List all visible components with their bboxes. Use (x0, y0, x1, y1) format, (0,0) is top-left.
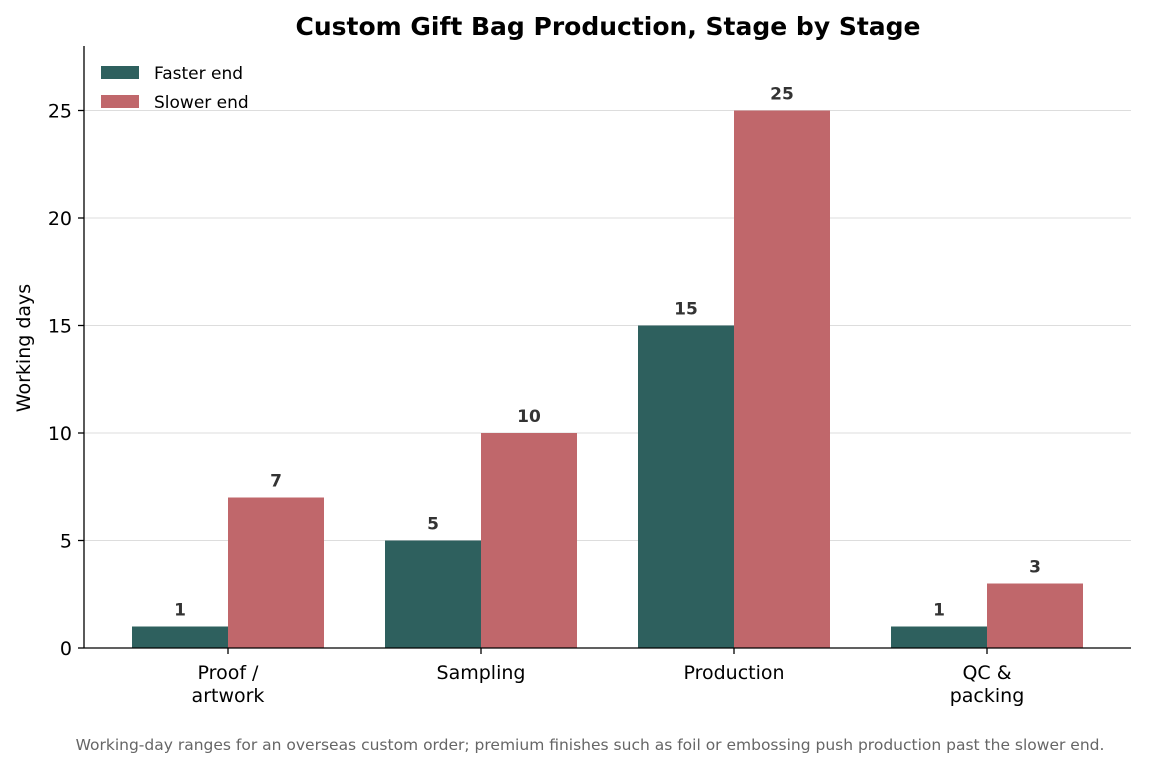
bar-slower-end (228, 497, 324, 648)
chart-caption: Working-day ranges for an overseas custo… (76, 736, 1105, 754)
y-axis-label: Working days (13, 284, 35, 412)
bars (132, 110, 1083, 648)
bar-value-label: 15 (674, 300, 698, 320)
x-tick-label: artwork (192, 685, 265, 707)
bar-value-label: 5 (427, 515, 439, 535)
x-tick-label: Proof / (198, 662, 259, 684)
x-tick-label: Sampling (437, 662, 526, 684)
y-tick-label: 5 (60, 531, 72, 553)
bar-value-label: 7 (270, 472, 282, 492)
legend: Faster end Slower end (101, 64, 249, 113)
bar-faster-end (891, 626, 987, 648)
x-tick-label: QC & (962, 662, 1011, 684)
value-labels: 1 7 5 10 15 25 1 3 (174, 85, 1041, 621)
legend-label: Faster end (154, 64, 243, 84)
bar-slower-end (481, 433, 577, 648)
bar-value-label: 10 (517, 407, 541, 427)
x-tick-label: Production (683, 662, 784, 684)
x-tick-label: packing (950, 685, 1025, 707)
gridlines (84, 110, 1131, 541)
chart-title: Custom Gift Bag Production, Stage by Sta… (295, 12, 920, 41)
bar-faster-end (132, 626, 228, 648)
y-tick-label: 25 (48, 101, 72, 123)
y-tick-label: 10 (48, 423, 72, 445)
bar-faster-end (638, 325, 734, 648)
y-tick-label: 20 (48, 208, 72, 230)
y-tick-label: 0 (60, 638, 72, 660)
x-axis-ticks: Proof /artwork Sampling Production QC &pack… (192, 648, 1025, 707)
legend-swatch (101, 95, 139, 108)
bar-value-label: 3 (1029, 558, 1041, 578)
bar-faster-end (385, 540, 481, 648)
y-axis-ticks: 0 5 10 15 20 25 (48, 101, 84, 660)
bar-value-label: 25 (770, 85, 794, 105)
bar-value-label: 1 (174, 601, 186, 621)
bar-slower-end (987, 583, 1083, 648)
legend-swatch (101, 66, 139, 79)
legend-label: Slower end (154, 93, 249, 113)
y-tick-label: 15 (48, 316, 72, 338)
bar-value-label: 1 (933, 601, 945, 621)
bar-slower-end (734, 110, 830, 648)
